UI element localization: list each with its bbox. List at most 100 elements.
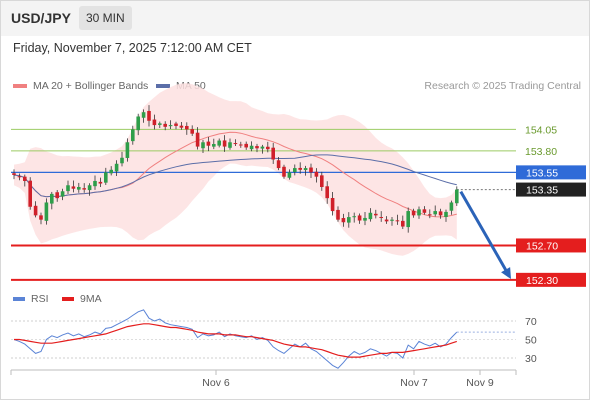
candle <box>125 138 130 162</box>
candle-body <box>50 193 54 204</box>
rsi-line <box>13 309 458 369</box>
candle-body <box>222 140 227 147</box>
candle-body <box>282 166 286 177</box>
candle <box>71 180 76 193</box>
symbol-label: USD/JPY <box>11 10 71 26</box>
time-axis-label: Nov 6 <box>202 377 230 389</box>
legend-rsi: RSI <box>13 293 49 305</box>
candle-body <box>98 181 103 184</box>
candle-body <box>390 219 394 221</box>
candle <box>222 135 227 152</box>
legend-ma20: MA 20 + Bollinger Bands <box>13 80 148 92</box>
candle-body <box>44 202 49 221</box>
projection-arrow-line <box>459 190 510 275</box>
candle-body <box>125 142 130 158</box>
candle-body <box>104 172 108 183</box>
candle <box>406 207 410 233</box>
candle <box>314 168 319 183</box>
candle <box>249 141 254 152</box>
legend-ma20-label: MA 20 + Bollinger Bands <box>33 80 149 92</box>
candle-body <box>228 142 232 148</box>
candle <box>195 127 200 150</box>
last-price-box <box>516 182 586 197</box>
candle <box>82 183 86 193</box>
candle <box>276 157 281 171</box>
candle <box>260 144 265 154</box>
research-credit: Research © 2025 Trading Central <box>424 80 581 92</box>
candle-body <box>217 140 221 146</box>
candle <box>152 114 157 130</box>
candle <box>309 163 313 178</box>
candle <box>212 138 216 150</box>
candle-body <box>168 125 173 127</box>
candle <box>185 122 189 135</box>
rsi-swatch <box>13 297 25 301</box>
candle <box>66 180 70 195</box>
candle-body <box>82 188 86 190</box>
candle <box>168 120 173 130</box>
candle-body <box>185 125 189 130</box>
timeframe-button[interactable]: 30 MIN <box>79 6 132 30</box>
legend-rsi-label: RSI <box>31 293 49 305</box>
rsi-level-label: 50 <box>525 335 537 347</box>
last-price-label: 153.35 <box>526 185 558 197</box>
candle-body <box>212 144 216 147</box>
candle-body <box>60 191 65 197</box>
candle <box>190 125 194 136</box>
candle-body <box>71 186 76 189</box>
candle <box>395 214 400 225</box>
bollinger-band-layer <box>14 83 457 256</box>
candle-body <box>77 186 81 190</box>
candle <box>12 169 16 180</box>
time-axis-label: Nov 7 <box>400 377 428 389</box>
candle <box>87 183 92 196</box>
candle-body <box>271 147 275 160</box>
candle-body <box>406 211 410 228</box>
candle <box>384 216 389 224</box>
candle-body <box>190 129 194 134</box>
candle <box>114 160 119 176</box>
candle-body <box>120 157 124 164</box>
candle <box>239 141 243 148</box>
price-level-layer <box>11 128 516 281</box>
candle-body <box>141 112 146 118</box>
candle <box>347 212 351 228</box>
candle <box>131 125 135 145</box>
candle-body <box>336 209 340 220</box>
candle-body <box>298 167 302 170</box>
time-axis: Nov 6 Nov 7 Nov 9 <box>10 369 517 389</box>
candle-body <box>152 119 157 126</box>
moving-average-layer <box>13 131 457 218</box>
candle-body <box>438 211 443 216</box>
candle-body <box>401 220 405 227</box>
candle <box>23 174 27 187</box>
candle <box>158 121 162 129</box>
candle <box>363 211 367 226</box>
projection-layer <box>459 190 511 280</box>
candle-body <box>23 176 27 181</box>
pivot-label: 153.55 <box>526 167 558 179</box>
candle-body <box>66 185 70 192</box>
candle <box>179 122 184 130</box>
resistance-label: 154.05 <box>525 124 557 136</box>
candle <box>163 121 167 131</box>
candle <box>352 212 356 223</box>
candle <box>217 138 221 148</box>
candle <box>141 109 146 123</box>
candle-body <box>249 145 254 150</box>
bollinger-band <box>14 83 457 256</box>
candle <box>28 177 32 210</box>
time-axis-label: Nov 9 <box>466 377 494 389</box>
candle-body <box>174 123 178 126</box>
candle <box>390 216 394 226</box>
candle-body <box>455 189 459 204</box>
candle-body <box>87 185 92 191</box>
candle <box>320 171 324 191</box>
candle <box>147 105 151 127</box>
candle-body <box>374 213 378 216</box>
candle-body <box>320 175 324 187</box>
candle <box>417 206 421 219</box>
candle <box>98 177 103 187</box>
support-label-box <box>516 272 586 287</box>
